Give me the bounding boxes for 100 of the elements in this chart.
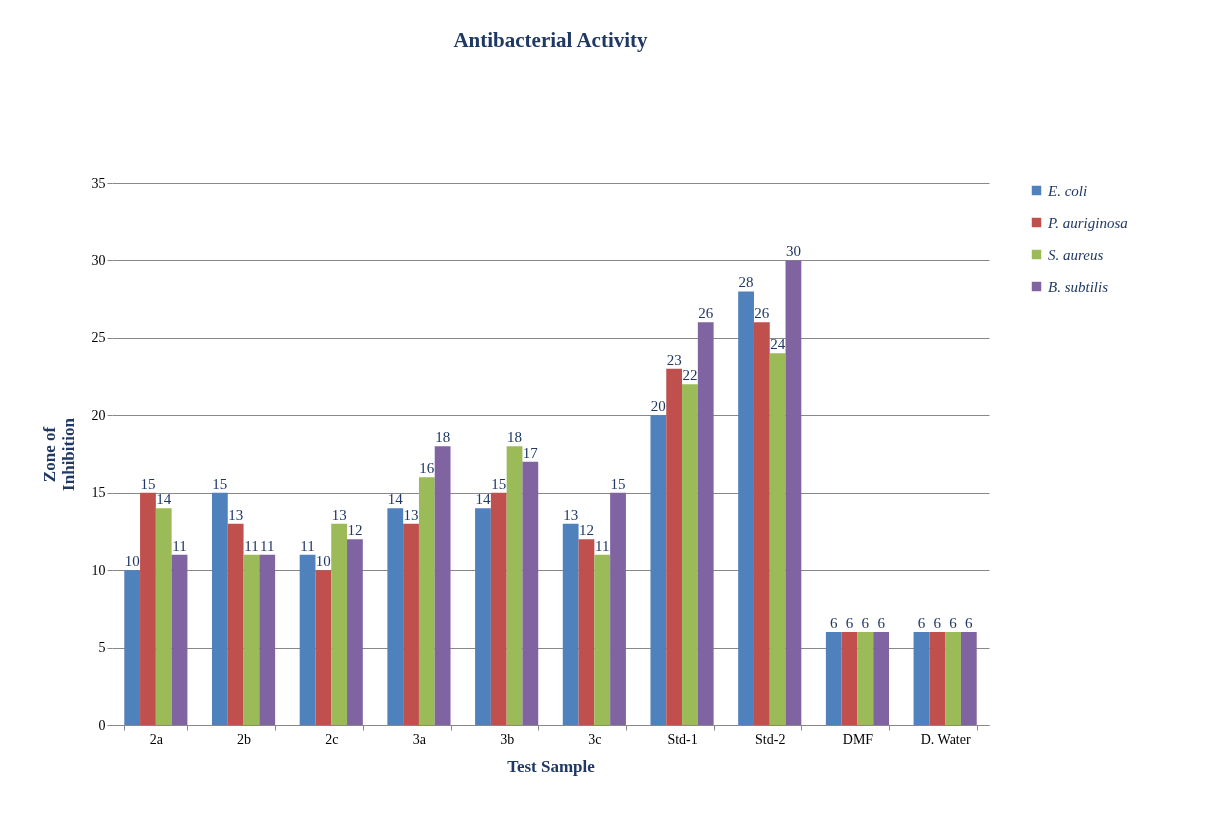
data-label: 24 — [770, 336, 786, 353]
bar — [347, 539, 363, 725]
data-label: 15 — [610, 475, 626, 492]
data-label: 22 — [682, 367, 698, 384]
data-label: 6 — [949, 615, 958, 632]
data-label: 16 — [419, 460, 435, 477]
y-tick-label: 25 — [91, 330, 106, 346]
data-label: 13 — [563, 506, 579, 523]
bar — [418, 477, 435, 725]
data-label: 6 — [845, 615, 854, 632]
bar — [682, 384, 698, 725]
data-label: 11 — [244, 537, 259, 554]
bar — [697, 322, 714, 725]
bar — [738, 291, 754, 725]
legend-label: E. coli — [1047, 182, 1088, 199]
bar — [140, 492, 156, 725]
data-label: 11 — [300, 537, 315, 554]
x-tick-label: 2c — [325, 731, 339, 747]
bar — [753, 322, 770, 725]
data-label: 12 — [578, 522, 594, 539]
data-label: 6 — [917, 615, 926, 632]
y-tick-label: 35 — [91, 175, 106, 191]
bar — [243, 554, 260, 725]
bar — [825, 632, 842, 725]
x-tick-label: 2a — [149, 731, 164, 747]
data-label: 14 — [387, 491, 404, 508]
bar — [769, 353, 786, 725]
data-label: 12 — [347, 522, 363, 539]
x-tick-label: 2b — [237, 731, 252, 747]
y-tick-label: 20 — [91, 407, 106, 423]
data-label: 6 — [965, 615, 974, 632]
data-label: 15 — [140, 475, 156, 492]
data-label: 28 — [738, 274, 754, 291]
y-tick-label: 30 — [91, 252, 106, 268]
bar — [841, 632, 858, 725]
bar — [945, 632, 961, 725]
data-label: 14 — [156, 491, 172, 508]
x-tick-label: DMF — [842, 731, 874, 747]
bar — [929, 632, 946, 725]
bar — [475, 508, 491, 725]
data-label: 11 — [595, 537, 610, 554]
data-label: 30 — [785, 243, 801, 260]
bar — [331, 523, 348, 725]
bar — [315, 570, 332, 725]
bar — [124, 570, 141, 725]
bar — [562, 523, 579, 725]
data-label: 10 — [315, 553, 331, 570]
bar — [857, 632, 874, 725]
y-tick-label: 0 — [98, 717, 106, 733]
y-tick-label: 10 — [91, 562, 106, 578]
data-label: 26 — [754, 305, 770, 322]
data-label: 13 — [331, 506, 347, 523]
data-label: 18 — [435, 429, 451, 446]
legend-label: S. aureus — [1048, 246, 1104, 263]
bar — [155, 508, 172, 725]
chart-title: Antibacterial Activity — [453, 28, 649, 52]
bar — [490, 492, 507, 725]
bar — [610, 492, 626, 725]
data-label: 6 — [877, 615, 886, 632]
bar — [403, 523, 419, 725]
x-tick-label: 3a — [412, 731, 427, 747]
x-tick-label: Std-1 — [667, 731, 698, 747]
data-label: 13 — [403, 506, 419, 523]
bar — [434, 446, 451, 725]
x-axis-title: Test Sample — [507, 756, 596, 776]
data-label: 6 — [830, 615, 839, 632]
data-label: 11 — [260, 537, 275, 554]
y-tick-label: 15 — [91, 485, 106, 501]
bar — [506, 446, 523, 725]
bar — [259, 554, 276, 725]
x-tick-label: D. Water — [920, 731, 971, 747]
bar — [387, 508, 404, 725]
bar — [299, 554, 316, 725]
bar — [594, 554, 611, 725]
y-axis-title: Zone of Inhibition — [39, 417, 78, 491]
x-tick-label: 3c — [588, 731, 602, 747]
x-tick-label: 3b — [500, 731, 515, 747]
data-label: 15 — [212, 475, 228, 492]
legend-label: B. subtilis — [1048, 278, 1109, 295]
data-label: 15 — [491, 475, 507, 492]
data-label: 10 — [124, 553, 140, 570]
data-label: 14 — [475, 491, 491, 508]
bar — [873, 632, 890, 725]
bar — [211, 492, 228, 725]
data-label: 18 — [507, 429, 523, 446]
data-label: 13 — [228, 506, 244, 523]
y-tick-label: 5 — [98, 640, 106, 656]
data-label: 6 — [933, 615, 942, 632]
data-label: 17 — [522, 444, 539, 461]
bar — [650, 415, 667, 725]
data-label: 23 — [666, 351, 682, 368]
legend-label: P. auriginosa — [1047, 214, 1128, 231]
bar — [785, 260, 802, 725]
data-label: 11 — [172, 537, 187, 554]
bar — [960, 632, 977, 725]
bar — [913, 632, 930, 725]
x-tick-label: Std-2 — [755, 731, 786, 747]
data-label: 20 — [650, 398, 666, 415]
data-label: 26 — [698, 305, 714, 322]
data-label: 6 — [861, 615, 870, 632]
